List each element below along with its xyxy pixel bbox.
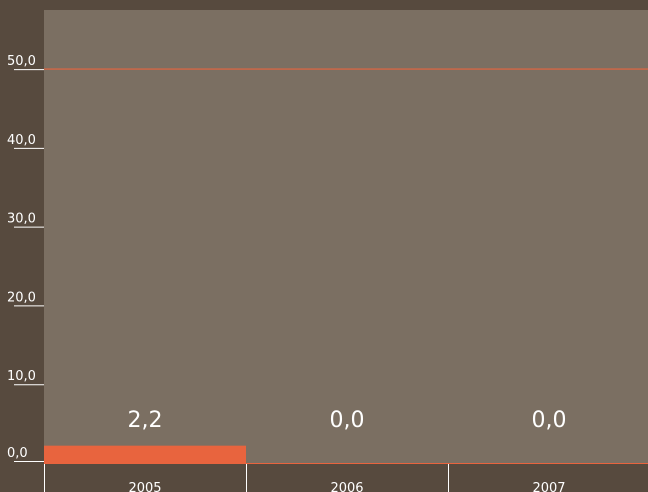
bar	[44, 445, 246, 464]
y-tick-label: 30,0	[7, 212, 36, 227]
data-label: 0,0	[330, 408, 365, 433]
y-tick-label: 10,0	[7, 369, 36, 384]
x-tick-label: 2005	[128, 481, 161, 492]
y-tick-label: 0,0	[7, 446, 28, 461]
bar	[246, 463, 448, 464]
plot-area	[44, 10, 648, 464]
x-tick-label: 2007	[532, 481, 565, 492]
data-label: 2,2	[128, 408, 163, 433]
bar	[448, 463, 648, 464]
data-label: 0,0	[532, 408, 567, 433]
x-tick-label: 2006	[330, 481, 363, 492]
y-tick-label: 20,0	[7, 290, 36, 305]
y-tick-label: 40,0	[7, 133, 36, 148]
y-tick-label: 50,0	[7, 54, 36, 69]
